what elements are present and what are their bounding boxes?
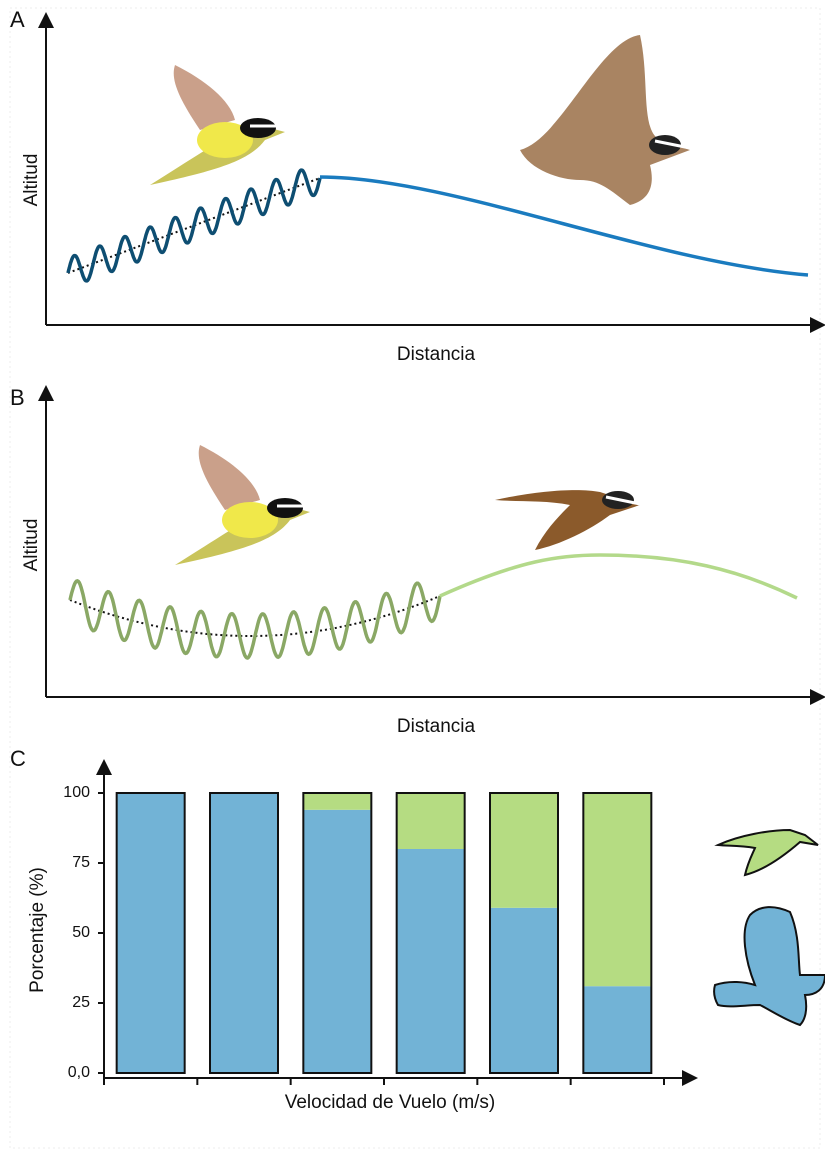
flap-path	[68, 578, 442, 660]
glide-path	[319, 175, 809, 277]
bar-outline	[209, 792, 279, 1074]
bar-outline	[582, 792, 653, 1074]
bar-segment	[583, 793, 652, 987]
bar-segment	[303, 793, 372, 810]
glide-path	[439, 553, 798, 600]
bar-segment	[210, 793, 278, 1073]
y-tick-label: 100	[63, 784, 90, 801]
frame	[9, 7, 821, 1149]
bar-segment	[116, 793, 185, 1073]
axis-label: Altitud	[21, 519, 42, 572]
bird-flapping	[175, 445, 310, 565]
legend-icon	[714, 828, 819, 877]
axis-label: Altitud	[21, 154, 42, 207]
panel-label: B	[10, 385, 25, 410]
axis-label: Distancia	[397, 716, 476, 737]
bird-flapping	[150, 65, 285, 185]
y-tick-label: 75	[72, 854, 90, 871]
flap-path	[66, 168, 322, 283]
bar-segment	[303, 809, 372, 1073]
bar-outline	[302, 792, 373, 1074]
axis-label: Velocidad de Vuelo (m/s)	[285, 1092, 496, 1113]
legend-icon	[713, 906, 825, 1027]
bar-segment	[396, 849, 465, 1073]
bird-gliding	[520, 35, 691, 205]
y-tick-label: 50	[72, 924, 90, 941]
bar-segment	[490, 907, 558, 1073]
panel-label: C	[10, 746, 26, 771]
bar-segment	[583, 986, 652, 1073]
bar-segment	[490, 793, 558, 908]
y-tick-label: 25	[72, 994, 90, 1011]
bars	[115, 792, 653, 1074]
bar-outline	[489, 792, 559, 1074]
bar-outline	[115, 792, 186, 1074]
bird-gliding	[495, 490, 641, 550]
bar-outline	[395, 792, 466, 1074]
panel-label: A	[10, 7, 25, 32]
axis-label: Distancia	[397, 344, 476, 365]
axis-label: Porcentaje (%)	[27, 867, 48, 993]
bar-segment	[396, 793, 465, 849]
y-tick-label: 0,0	[68, 1064, 90, 1081]
